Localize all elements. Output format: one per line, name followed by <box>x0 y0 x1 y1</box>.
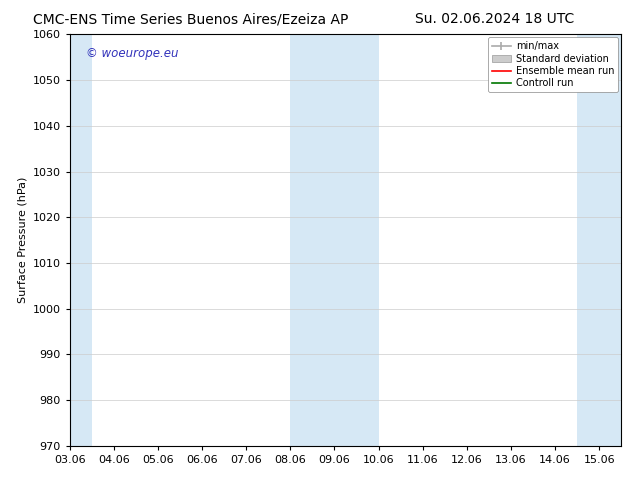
Bar <box>577 34 621 446</box>
Text: CMC-ENS Time Series Buenos Aires/Ezeiza AP: CMC-ENS Time Series Buenos Aires/Ezeiza … <box>32 12 348 26</box>
Y-axis label: Surface Pressure (hPa): Surface Pressure (hPa) <box>17 177 27 303</box>
Legend: min/max, Standard deviation, Ensemble mean run, Controll run: min/max, Standard deviation, Ensemble me… <box>488 37 618 92</box>
Bar <box>290 34 378 446</box>
Text: Su. 02.06.2024 18 UTC: Su. 02.06.2024 18 UTC <box>415 12 574 26</box>
Bar <box>48 34 92 446</box>
Text: © woeurope.eu: © woeurope.eu <box>86 47 179 60</box>
